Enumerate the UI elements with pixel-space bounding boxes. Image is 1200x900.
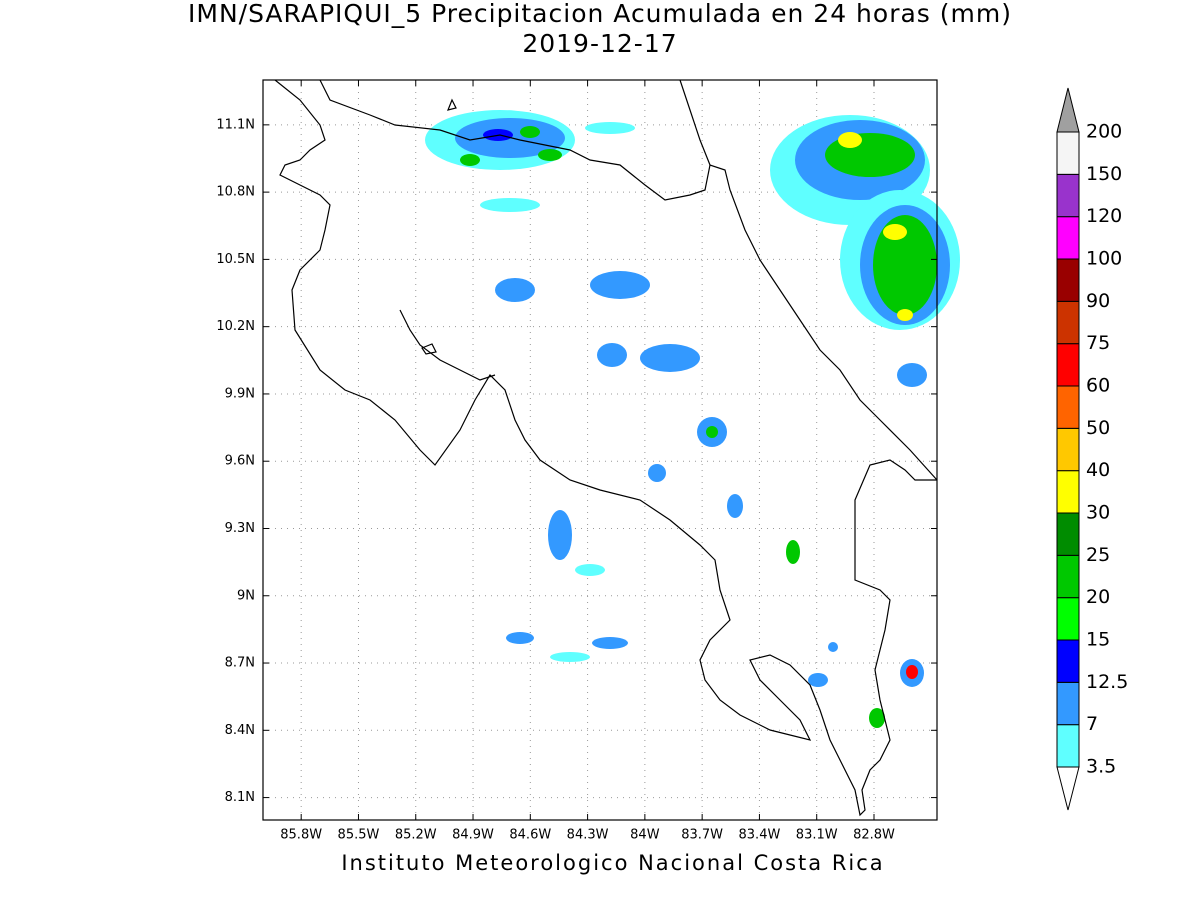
colorbar-label: 75 bbox=[1086, 332, 1110, 354]
y-tick-label: 10.2N bbox=[216, 319, 255, 334]
colorbar-label: 25 bbox=[1086, 544, 1110, 566]
map-frame bbox=[262, 79, 938, 821]
axes: 85.8W 85.5W 85.2W 84.9W 84.6W 84.3W 84W 83.7W 83… bbox=[216, 80, 937, 843]
x-tick-label: 82.8W bbox=[853, 828, 895, 843]
colorbar-label: 15 bbox=[1086, 629, 1110, 651]
y-tick-label: 11.1N bbox=[216, 117, 255, 132]
colorbar-label: 20 bbox=[1086, 586, 1110, 608]
x-tick-label: 85.2W bbox=[395, 828, 437, 843]
x-tick-label: 84.9W bbox=[452, 828, 494, 843]
colorbar-box bbox=[1056, 131, 1080, 175]
y-tick-label: 9N bbox=[237, 588, 255, 603]
precipitation bbox=[425, 110, 960, 728]
colorbar-box bbox=[1056, 512, 1080, 556]
colorbar-label: 30 bbox=[1086, 502, 1110, 524]
colorbar-box bbox=[1056, 343, 1080, 387]
y-tick-label: 8.1N bbox=[225, 790, 255, 805]
colorbar-box bbox=[1056, 724, 1080, 768]
colorbar-box bbox=[1056, 385, 1080, 429]
y-tick-label: 8.4N bbox=[225, 723, 255, 738]
colorbar-label: 7 bbox=[1086, 713, 1098, 735]
footer: Instituto Meteorologico Nacional Costa R… bbox=[341, 851, 884, 875]
colorbar-box bbox=[1056, 258, 1080, 302]
colorbar-label: 60 bbox=[1086, 375, 1110, 397]
x-tick-label: 83.7W bbox=[681, 828, 723, 843]
colorbar-box bbox=[1056, 216, 1080, 260]
x-tick-label: 83.1W bbox=[796, 828, 838, 843]
colorbar-label: 50 bbox=[1086, 417, 1110, 439]
colorbar-box bbox=[1056, 173, 1080, 218]
colorbar-box bbox=[1056, 554, 1080, 599]
subtitle: 2019-12-17 bbox=[522, 29, 677, 58]
y-tick-label: 9.3N bbox=[225, 521, 255, 536]
x-tick-label: 85.5W bbox=[338, 828, 380, 843]
x-tick-label: 84.3W bbox=[567, 828, 609, 843]
colorbar-label: 150 bbox=[1086, 163, 1122, 185]
x-tick-label: 84.6W bbox=[509, 828, 551, 843]
y-tick-label: 10.5N bbox=[216, 252, 255, 267]
colorbar-under bbox=[1056, 766, 1080, 811]
y-tick-label: 9.9N bbox=[225, 386, 255, 401]
coastline bbox=[274, 79, 938, 817]
colorbar-over bbox=[1056, 87, 1080, 133]
colorbar-label: 100 bbox=[1086, 248, 1122, 270]
colorbar-label: 90 bbox=[1086, 290, 1110, 312]
colorbar: 3.5 7 12.5 15 20 25 30 40 50 60 75 90 100 120 150 200 bbox=[1056, 87, 1128, 811]
y-tick-label: 8.7N bbox=[225, 656, 255, 671]
x-tick-label: 85.8W bbox=[280, 828, 322, 843]
colorbar-box bbox=[1056, 470, 1080, 514]
colorbar-box bbox=[1056, 597, 1080, 641]
colorbar-label: 40 bbox=[1086, 459, 1110, 481]
colorbar-label: 200 bbox=[1086, 121, 1122, 143]
colorbar-label: 12.5 bbox=[1086, 671, 1128, 693]
colorbar-box bbox=[1056, 427, 1080, 472]
x-tick-label: 83.4W bbox=[739, 828, 781, 843]
colorbar-box bbox=[1056, 681, 1080, 726]
colorbar-label: 3.5 bbox=[1086, 756, 1116, 778]
colorbar-box bbox=[1056, 300, 1080, 345]
colorbar-box bbox=[1056, 639, 1080, 683]
colorbar-label: 120 bbox=[1086, 205, 1122, 227]
x-tick-label: 84W bbox=[630, 828, 660, 843]
y-tick-label: 9.6N bbox=[225, 454, 255, 469]
title: IMN/SARAPIQUI_5 Precipitacion Acumulada … bbox=[188, 0, 1012, 28]
y-tick-label: 10.8N bbox=[216, 185, 255, 200]
